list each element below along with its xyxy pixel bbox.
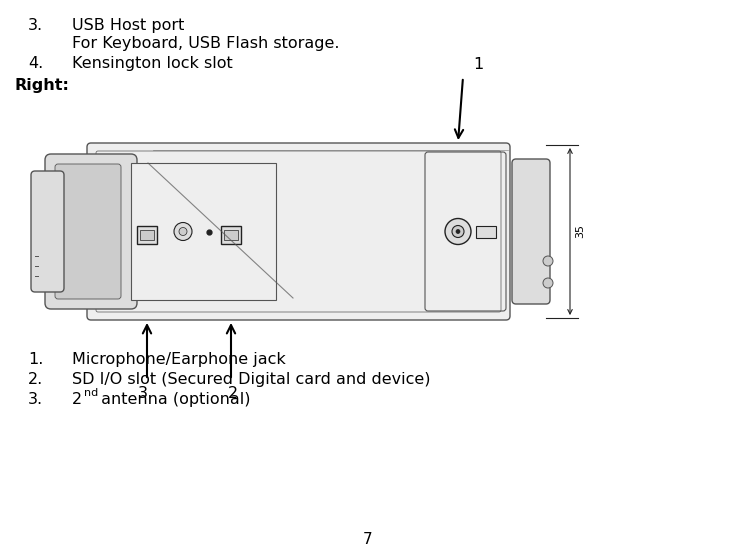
Text: 2: 2	[72, 392, 82, 407]
Circle shape	[543, 256, 553, 266]
Circle shape	[445, 219, 471, 245]
Text: antenna (optional): antenna (optional)	[96, 392, 251, 407]
Text: 2: 2	[228, 386, 238, 401]
FancyBboxPatch shape	[87, 143, 510, 320]
Text: 1: 1	[473, 57, 483, 72]
Text: USB Host port: USB Host port	[72, 18, 184, 33]
Circle shape	[543, 278, 553, 288]
Text: 4.: 4.	[28, 56, 43, 71]
Text: For Keyboard, USB Flash storage.: For Keyboard, USB Flash storage.	[72, 36, 340, 51]
Text: SD I/O slot (Secured Digital card and device): SD I/O slot (Secured Digital card and de…	[72, 372, 430, 387]
Text: nd: nd	[84, 388, 98, 398]
Bar	[224, 230, 238, 240]
Text: 35: 35	[575, 225, 585, 239]
Text: 1.: 1.	[28, 352, 43, 367]
FancyBboxPatch shape	[55, 164, 121, 299]
Text: 3.: 3.	[28, 18, 43, 33]
Bar	[137, 225, 157, 244]
Text: Microphone/Earphone jack: Microphone/Earphone jack	[72, 352, 286, 367]
Bar	[476, 225, 496, 238]
FancyBboxPatch shape	[512, 159, 550, 304]
FancyBboxPatch shape	[31, 171, 64, 292]
Text: 3.: 3.	[28, 392, 43, 407]
Text: Kensington lock slot: Kensington lock slot	[72, 56, 233, 71]
Circle shape	[456, 230, 460, 234]
FancyBboxPatch shape	[45, 154, 137, 309]
Bar	[140, 230, 154, 240]
Bar	[131, 163, 276, 300]
Circle shape	[174, 223, 192, 240]
Text: 7: 7	[363, 532, 373, 547]
Circle shape	[452, 225, 464, 238]
Circle shape	[179, 228, 187, 235]
Text: Right:: Right:	[15, 78, 70, 93]
Text: 3: 3	[138, 386, 148, 401]
Bar	[221, 225, 241, 244]
Text: 2.: 2.	[28, 372, 43, 387]
